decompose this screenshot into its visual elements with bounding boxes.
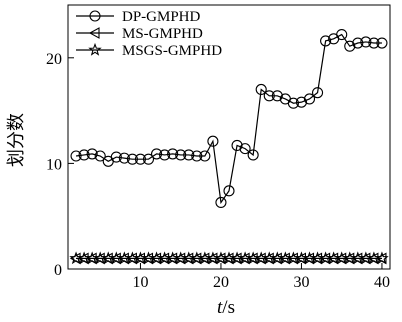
data-point: [287, 97, 299, 109]
legend-item: MS-GMPHD: [76, 26, 203, 42]
data-point: [110, 151, 122, 163]
series-msgs-gmphd: [69, 251, 389, 265]
data-point: [126, 153, 138, 165]
data-point: [263, 90, 275, 102]
data-point: [231, 139, 243, 151]
x-axis-label: t/s: [217, 297, 235, 318]
data-point: [151, 148, 163, 160]
legend-marker: [88, 42, 102, 56]
data-point: [375, 251, 389, 265]
y-tick-label: 0: [54, 262, 62, 279]
data-point: [94, 150, 106, 162]
data-point: [295, 96, 308, 108]
x-tick-label: 10: [132, 274, 148, 291]
legend-label: DP-GMPHD: [122, 9, 201, 25]
data-point: [167, 148, 179, 160]
data-point: [255, 83, 267, 96]
data-point: [344, 40, 356, 52]
data-point: [78, 149, 90, 161]
legend-label: MS-GMPHD: [122, 26, 203, 42]
x-tick-label: 20: [213, 274, 229, 291]
data-point: [159, 149, 171, 161]
series-line: [75, 33, 382, 205]
legend-label: MSGS-GMPHD: [122, 43, 222, 59]
data-point: [118, 152, 130, 164]
x-tick-label: 30: [293, 274, 309, 291]
plot-frame: [67, 4, 391, 270]
data-point: [376, 37, 388, 49]
legend-marker: [88, 27, 100, 39]
data-point: [303, 93, 316, 105]
data-point: [239, 143, 251, 155]
legend-item: MSGS-GMPHD: [76, 42, 222, 59]
x-axis-label-unit: /s: [222, 297, 235, 318]
y-axis-label: 划分数: [6, 113, 26, 167]
legend-marker: [89, 10, 101, 22]
data-point: [191, 150, 203, 162]
data-point: [352, 37, 364, 49]
series-layer: [69, 29, 389, 265]
y-tick-label: 20: [46, 51, 62, 68]
data-point: [70, 150, 82, 162]
data-point: [215, 196, 227, 209]
data-point: [183, 149, 195, 161]
data-point: [271, 90, 283, 102]
data-point: [247, 149, 259, 161]
data-point: [175, 149, 187, 161]
data-point: [336, 29, 348, 41]
series-dp-gmphd: [70, 29, 388, 209]
x-tick-label: 40: [374, 274, 390, 291]
x-axis-label-variable: t: [217, 297, 223, 318]
data-point: [360, 36, 372, 48]
data-point: [207, 135, 219, 147]
legend-item: DP-GMPHD: [76, 9, 201, 25]
y-tick-label: 10: [46, 156, 62, 173]
data-point: [86, 148, 98, 160]
data-point: [142, 153, 155, 165]
axis-ticks: 10 20 30 40 0 10 20: [46, 51, 390, 291]
data-point: [223, 185, 235, 197]
data-point: [368, 37, 380, 49]
data-point: [311, 87, 324, 99]
data-point: [134, 153, 146, 165]
data-point: [320, 35, 332, 47]
data-point: [199, 150, 211, 162]
